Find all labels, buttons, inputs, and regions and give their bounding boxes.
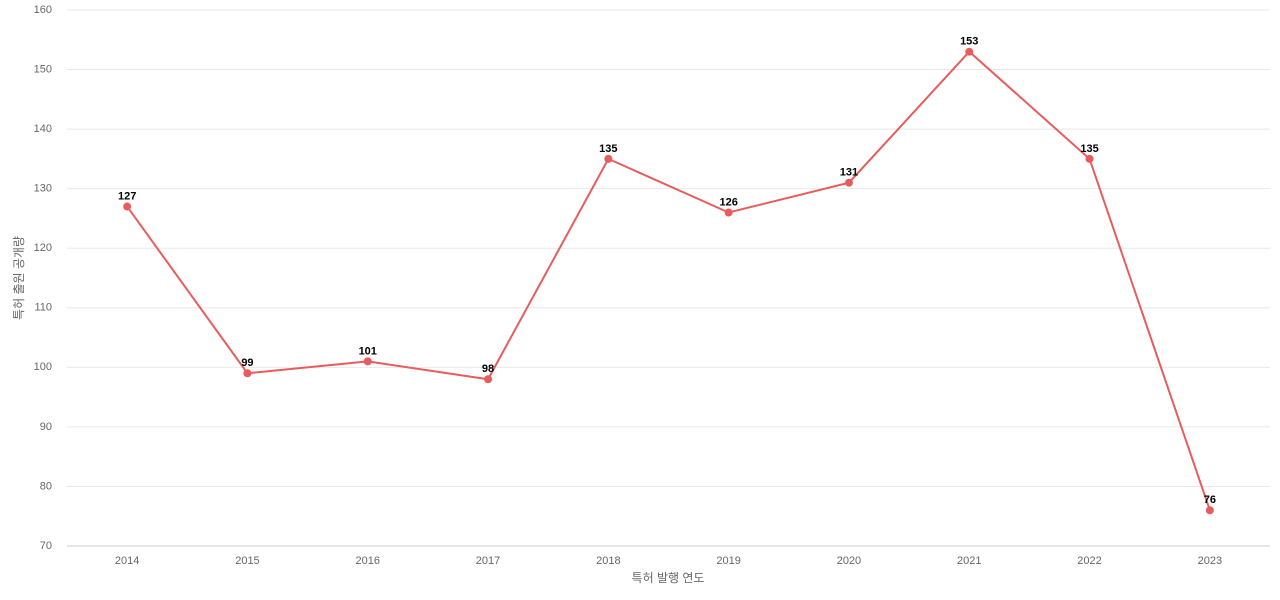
y-tick-label: 100 <box>34 361 52 373</box>
point <box>604 154 613 163</box>
data-label: 99 <box>241 357 253 369</box>
x-tick-label: 2014 <box>115 555 139 567</box>
point <box>965 47 974 56</box>
data-label: 135 <box>599 143 617 155</box>
point <box>243 369 252 378</box>
data-label: 101 <box>359 345 377 357</box>
point <box>363 357 372 366</box>
y-tick-label: 90 <box>40 421 52 433</box>
x-tick-label: 2016 <box>356 555 380 567</box>
x-tick-label: 2015 <box>235 555 259 567</box>
x-tick-label: 2022 <box>1077 555 1101 567</box>
data-label: 131 <box>840 167 858 179</box>
line <box>126 50 1211 511</box>
y-tick-label: 70 <box>40 540 52 552</box>
y-tick-label: 160 <box>34 4 52 16</box>
point <box>844 178 853 187</box>
point <box>123 202 132 211</box>
point <box>484 375 493 384</box>
point <box>1085 154 1094 163</box>
x-tick-label: 2021 <box>957 555 981 567</box>
x-tick-label: 2018 <box>596 555 620 567</box>
data-label: 98 <box>482 363 494 375</box>
y-tick-label: 120 <box>34 242 52 254</box>
data-label: 76 <box>1204 494 1216 506</box>
x-tick-label: 2019 <box>716 555 740 567</box>
y-tick-label: 140 <box>34 123 52 135</box>
y-axis-title: 특허 출원 공개량 <box>12 236 26 320</box>
data-label: 126 <box>719 196 737 208</box>
point <box>724 208 733 217</box>
data-label: 135 <box>1080 143 1098 155</box>
x-axis-title: 특허 발행 연도 <box>632 570 705 585</box>
data-label: 153 <box>960 36 978 48</box>
y-tick-label: 110 <box>34 302 52 314</box>
y-tick-label: 130 <box>34 183 52 195</box>
x-tick-label: 2017 <box>476 555 500 567</box>
data-label: 127 <box>118 190 136 202</box>
y-tick-label: 150 <box>34 63 52 75</box>
y-tick-label: 80 <box>40 480 52 492</box>
x-tick-label: 2020 <box>837 555 861 567</box>
x-tick-label: 2023 <box>1198 555 1222 567</box>
point <box>1205 506 1214 515</box>
